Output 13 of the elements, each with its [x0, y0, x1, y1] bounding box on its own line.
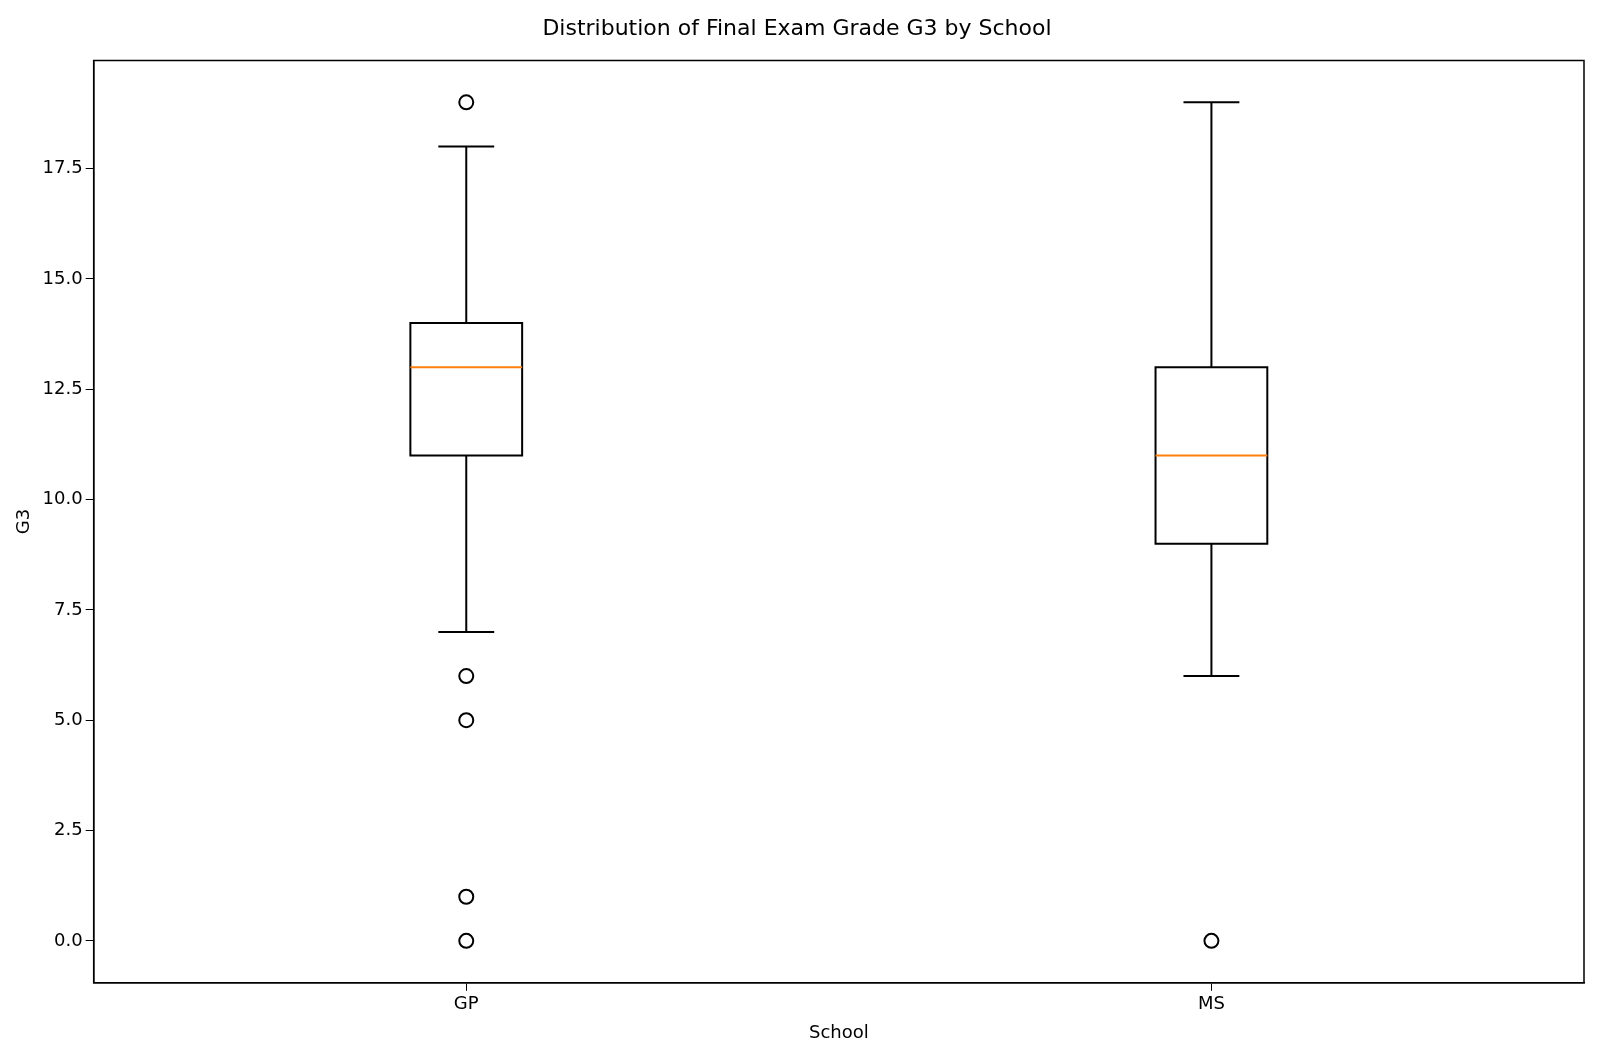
x-axis-title: School — [808, 1020, 869, 1042]
x-tick-label: MS — [1197, 992, 1225, 1014]
y-tick-label: 10.0 — [42, 487, 83, 509]
x-tick-label: GP — [453, 992, 479, 1014]
y-axis-title: G3 — [12, 508, 34, 535]
y-tick-label: 5.0 — [54, 707, 83, 729]
y-tick-label: 17.5 — [42, 156, 83, 178]
y-tick-label: 12.5 — [42, 376, 83, 398]
y-tick-label: 7.5 — [54, 597, 83, 619]
chart-title: Distribution of Final Exam Grade G3 by School — [542, 14, 1052, 40]
y-tick-label: 2.5 — [54, 818, 83, 840]
y-tick-label: 15.0 — [42, 266, 83, 288]
y-tick-label: 0.0 — [54, 928, 83, 950]
